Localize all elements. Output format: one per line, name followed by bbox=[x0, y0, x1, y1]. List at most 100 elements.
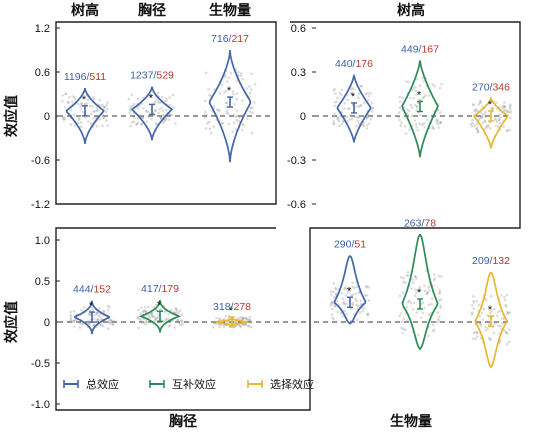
data-point bbox=[481, 121, 484, 125]
data-point bbox=[369, 92, 372, 95]
data-point bbox=[495, 120, 499, 123]
data-point bbox=[95, 311, 99, 315]
data-point bbox=[491, 107, 495, 110]
data-point bbox=[423, 289, 427, 293]
data-point bbox=[403, 125, 407, 128]
data-point bbox=[426, 334, 430, 338]
data-point bbox=[343, 286, 347, 289]
data-point bbox=[421, 96, 425, 100]
data-point bbox=[402, 317, 406, 321]
significance-star: * bbox=[89, 300, 94, 312]
data-point bbox=[333, 296, 336, 299]
data-point bbox=[496, 314, 499, 318]
data-point bbox=[130, 121, 134, 124]
data-point bbox=[147, 110, 150, 114]
data-point bbox=[94, 313, 97, 317]
data-point bbox=[437, 126, 441, 129]
data-point bbox=[415, 311, 419, 315]
data-point bbox=[360, 84, 364, 88]
data-point bbox=[363, 101, 366, 105]
data-point bbox=[413, 119, 417, 122]
data-point bbox=[336, 117, 339, 120]
data-point bbox=[503, 101, 506, 104]
data-point bbox=[204, 99, 207, 103]
data-point bbox=[351, 285, 354, 289]
data-point bbox=[413, 294, 417, 298]
count-label: 449/167 bbox=[401, 43, 439, 55]
data-point bbox=[246, 324, 250, 328]
data-point bbox=[337, 119, 341, 123]
data-point bbox=[404, 281, 407, 284]
data-point bbox=[435, 320, 439, 324]
data-point bbox=[438, 288, 442, 292]
data-point bbox=[476, 130, 480, 134]
data-point bbox=[85, 102, 88, 106]
violin bbox=[138, 299, 182, 333]
data-point bbox=[175, 311, 178, 315]
data-point bbox=[154, 309, 158, 312]
data-point bbox=[154, 303, 158, 307]
data-point bbox=[136, 121, 140, 124]
data-point bbox=[131, 104, 135, 108]
data-point bbox=[420, 302, 424, 306]
data-point bbox=[250, 72, 253, 75]
data-point bbox=[167, 313, 170, 316]
data-point bbox=[89, 112, 93, 115]
data-point bbox=[504, 305, 508, 308]
data-point bbox=[136, 308, 140, 312]
data-point bbox=[401, 291, 405, 295]
data-point bbox=[140, 320, 143, 324]
data-point bbox=[110, 320, 113, 324]
data-point bbox=[479, 324, 482, 327]
data-point bbox=[250, 88, 253, 91]
data-point bbox=[236, 114, 239, 118]
data-point bbox=[508, 311, 512, 314]
data-point bbox=[398, 100, 402, 104]
data-point bbox=[151, 314, 154, 318]
data-point bbox=[407, 80, 410, 84]
data-point bbox=[364, 285, 368, 289]
data-point bbox=[349, 287, 352, 291]
data-point bbox=[100, 323, 103, 326]
data-point bbox=[412, 87, 415, 90]
significance-star: * bbox=[347, 285, 352, 297]
data-point bbox=[176, 318, 179, 322]
data-point bbox=[406, 319, 409, 322]
data-point bbox=[240, 316, 244, 319]
data-point bbox=[483, 120, 487, 124]
data-point bbox=[73, 124, 77, 127]
data-point bbox=[154, 109, 158, 112]
data-point bbox=[69, 313, 73, 317]
data-point bbox=[339, 311, 343, 315]
data-point bbox=[176, 319, 180, 322]
data-point bbox=[241, 316, 245, 320]
count-label: 209/132 bbox=[472, 255, 510, 267]
data-point bbox=[494, 114, 498, 118]
data-point bbox=[476, 109, 479, 113]
y-tick-label: -0.3 bbox=[287, 155, 306, 167]
data-point bbox=[497, 125, 500, 129]
data-point bbox=[365, 124, 369, 127]
data-point bbox=[143, 309, 146, 313]
data-point bbox=[78, 326, 82, 329]
data-point bbox=[507, 328, 511, 331]
significance-star: * bbox=[149, 92, 154, 104]
data-point bbox=[498, 121, 502, 125]
data-point bbox=[235, 97, 239, 101]
data-point bbox=[67, 101, 70, 105]
data-point bbox=[351, 302, 354, 305]
legend-label: 总效应 bbox=[86, 377, 119, 391]
data-point bbox=[249, 325, 253, 329]
data-point bbox=[415, 93, 418, 96]
data-point bbox=[493, 307, 496, 311]
data-point bbox=[401, 96, 405, 100]
data-point bbox=[478, 117, 481, 120]
data-point bbox=[73, 96, 76, 99]
data-point bbox=[159, 116, 163, 120]
data-point bbox=[139, 312, 142, 315]
data-point bbox=[174, 122, 177, 125]
data-point bbox=[359, 299, 363, 303]
data-point bbox=[399, 312, 403, 315]
data-point bbox=[177, 322, 181, 325]
